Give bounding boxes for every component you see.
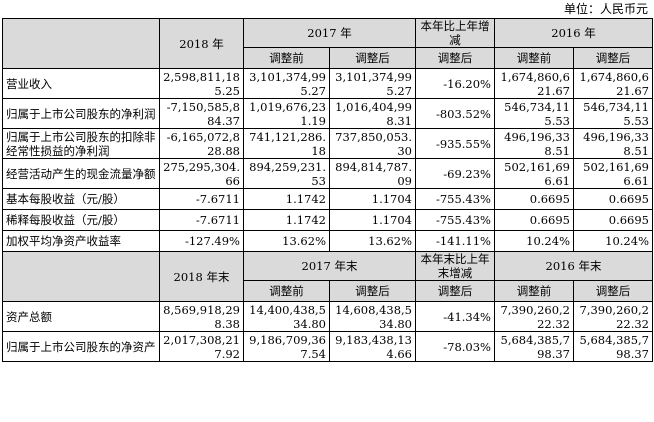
value-2016-before: 5,684,385,798.37	[494, 331, 574, 362]
value-2018: 275,295,304.66	[159, 158, 244, 189]
header-2016-end-before: 调整前	[494, 280, 574, 302]
value-2016-before: 0.6695	[494, 188, 574, 210]
header-2017-end-before: 调整前	[243, 280, 330, 302]
row-label: 资产总额	[2, 301, 160, 332]
value-2017-before: 3,101,374,995.27	[243, 68, 330, 99]
table-row: 归属于上市公司股东的扣除非经常性损益的净利润 -6,165,072,828.88 7…	[2, 128, 653, 159]
value-2016-after: 502,161,696.61	[573, 158, 653, 189]
financial-summary-table: 2018 年 2017 年 本年比上年增减 2016 年 调整前 调整后 调整后…	[2, 18, 653, 362]
value-2018: -7.6711	[159, 209, 244, 231]
value-change: -755.43%	[415, 209, 495, 231]
row-label: 加权平均净资产收益率	[2, 230, 160, 252]
header-2018-end: 2018 年末	[159, 251, 244, 302]
row-label: 经营活动产生的现金流量净额	[2, 158, 160, 189]
value-2016-after: 546,734,115.53	[573, 98, 653, 129]
value-2016-after: 10.24%	[573, 230, 653, 252]
header-2017-before: 调整前	[243, 47, 330, 69]
value-2018: -7.6711	[159, 188, 244, 210]
table-row: 加权平均净资产收益率 -127.49% 13.62% 13.62% -141.11% 10…	[2, 230, 653, 252]
value-2016-before: 7,390,260,222.32	[494, 301, 574, 332]
table-row: 营业收入 2,598,811,185.25 3,101,374,995.27 3,10…	[2, 68, 653, 99]
table-row: 归属于上市公司股东的净利润 -7,150,585,884.37 1,019,676,…	[2, 98, 653, 129]
value-2018: -127.49%	[159, 230, 244, 252]
value-2017-before: 9,186,709,367.54	[243, 331, 330, 362]
value-2016-after: 0.6695	[573, 209, 653, 231]
table-row: 资产总额 8,569,918,298.38 14,400,438,534.80 14,…	[2, 301, 653, 332]
value-2018: -7,150,585,884.37	[159, 98, 244, 129]
income-header-row: 2018 年 2017 年 本年比上年增减 2016 年	[2, 18, 653, 69]
value-change: -141.11%	[415, 230, 495, 252]
value-2017-before: 13.62%	[243, 230, 330, 252]
header-change-end-after: 调整后	[415, 280, 495, 302]
value-2017-after: 1.1704	[329, 209, 416, 231]
header-2016-end-after: 调整后	[573, 280, 653, 302]
row-label: 基本每股收益（元/股）	[2, 188, 160, 210]
value-2017-after: 13.62%	[329, 230, 416, 252]
value-2018: -6,165,072,828.88	[159, 128, 244, 159]
value-2016-before: 1,674,860,621.67	[494, 68, 574, 99]
header-2016-before: 调整前	[494, 47, 574, 69]
value-2017-after: 14,608,438,534.80	[329, 301, 416, 332]
header-change-end: 本年末比上年末增减	[415, 251, 495, 281]
value-2017-after: 1,016,404,998.31	[329, 98, 416, 129]
value-change: -16.20%	[415, 68, 495, 99]
row-label: 稀释每股收益（元/股）	[2, 209, 160, 231]
header-2017-end: 2017 年末	[243, 251, 416, 281]
header-2016-end: 2016 年末	[494, 251, 653, 281]
header-2017: 2017 年	[243, 18, 416, 48]
value-2018: 2,017,308,217.92	[159, 331, 244, 362]
value-2017-before: 741,121,286.18	[243, 128, 330, 159]
unit-label: 单位：人民币元	[563, 2, 648, 16]
value-2016-after: 7,390,260,222.32	[573, 301, 653, 332]
value-2017-before: 1.1742	[243, 209, 330, 231]
value-2017-before: 1.1742	[243, 188, 330, 210]
value-2017-after: 737,850,053.30	[329, 128, 416, 159]
header-2016: 2016 年	[494, 18, 653, 48]
value-change: -803.52%	[415, 98, 495, 129]
table-row: 基本每股收益（元/股） -7.6711 1.1742 1.1704 -755.43% 0.…	[2, 188, 653, 210]
value-change: -755.43%	[415, 188, 495, 210]
row-label: 归属于上市公司股东的扣除非经常性损益的净利润	[2, 128, 160, 159]
value-change: -69.23%	[415, 158, 495, 189]
header-blank-cell	[2, 251, 160, 302]
value-2017-before: 894,259,231.53	[243, 158, 330, 189]
value-2016-before: 496,196,338.51	[494, 128, 574, 159]
row-label: 归属于上市公司股东的净资产	[2, 331, 160, 362]
table-row: 归属于上市公司股东的净资产 2,017,308,217.92 9,186,709,3…	[2, 331, 653, 362]
value-2017-after: 9,183,438,134.66	[329, 331, 416, 362]
value-2016-before: 10.24%	[494, 230, 574, 252]
header-blank-cell	[2, 18, 160, 69]
value-change: -935.55%	[415, 128, 495, 159]
value-2017-before: 14,400,438,534.80	[243, 301, 330, 332]
value-2018: 8,569,918,298.38	[159, 301, 244, 332]
value-change: -78.03%	[415, 331, 495, 362]
value-2017-after: 1.1704	[329, 188, 416, 210]
value-2018: 2,598,811,185.25	[159, 68, 244, 99]
row-label: 营业收入	[2, 68, 160, 99]
value-2016-after: 5,684,385,798.37	[573, 331, 653, 362]
header-2017-after: 调整后	[329, 47, 416, 69]
balance-header-row: 2018 年末 2017 年末 本年末比上年末增减 2016 年末	[2, 251, 653, 302]
table-row: 经营活动产生的现金流量净额 275,295,304.66 894,259,231.5…	[2, 158, 653, 189]
header-2017-end-after: 调整后	[329, 280, 416, 302]
value-2016-before: 546,734,115.53	[494, 98, 574, 129]
header-change: 本年比上年增减	[415, 18, 495, 48]
header-2016-after: 调整后	[573, 47, 653, 69]
value-2016-before: 502,161,696.61	[494, 158, 574, 189]
income-subheader-row: 调整前 调整后 调整后 调整前 调整后	[3, 47, 653, 69]
value-2016-after: 0.6695	[573, 188, 653, 210]
value-change: -41.34%	[415, 301, 495, 332]
value-2016-after: 1,674,860,621.67	[573, 68, 653, 99]
value-2017-after: 894,814,787.09	[329, 158, 416, 189]
value-2017-after: 3,101,374,995.27	[329, 68, 416, 99]
header-2018: 2018 年	[159, 18, 244, 69]
value-2016-before: 0.6695	[494, 209, 574, 231]
table-row: 稀释每股收益（元/股） -7.6711 1.1742 1.1704 -755.43% 0.…	[2, 209, 653, 231]
row-label: 归属于上市公司股东的净利润	[2, 98, 160, 129]
value-2017-before: 1,019,676,231.19	[243, 98, 330, 129]
header-change-after: 调整后	[415, 47, 495, 69]
value-2016-after: 496,196,338.51	[573, 128, 653, 159]
